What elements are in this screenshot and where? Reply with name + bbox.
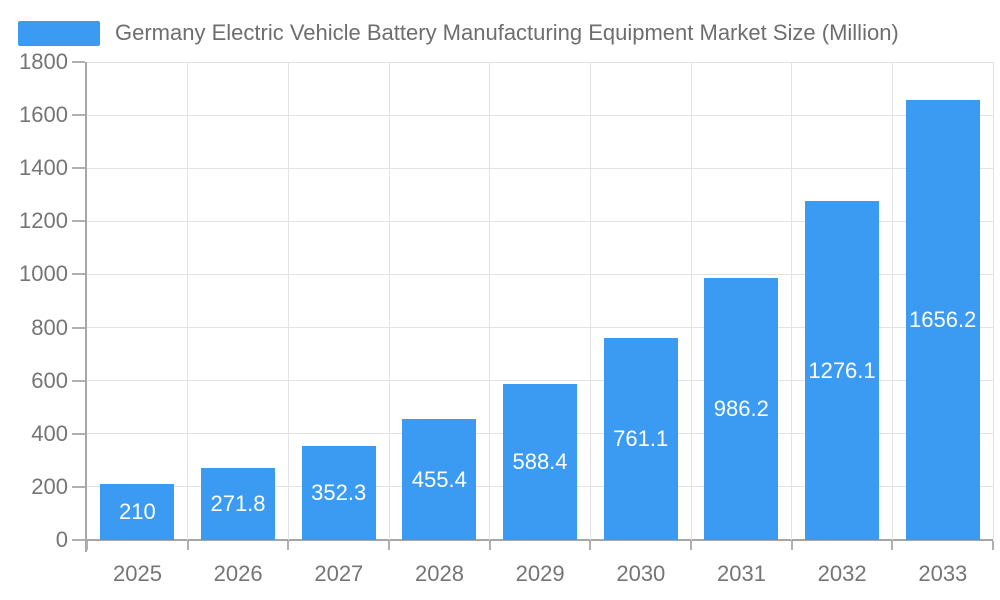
x-axis-tick-label: 2029 <box>515 561 565 586</box>
bar-value-label: 455.4 <box>411 466 467 492</box>
y-axis-tick <box>72 326 85 329</box>
bar-value-label: 986.2 <box>713 396 769 422</box>
x-axis-tick <box>488 541 491 550</box>
bar-value-label: 1276.1 <box>808 357 876 383</box>
y-axis-tick <box>72 220 85 223</box>
bar[interactable]: 588.4 <box>503 383 577 540</box>
x-axis-tick <box>992 541 994 550</box>
bar-value-label: 352.3 <box>311 480 367 506</box>
legend-swatch <box>18 20 100 46</box>
bar-value-label: 761.1 <box>613 425 669 451</box>
y-axis-tick-label: 600 <box>31 367 68 393</box>
y-axis-tick <box>72 114 85 117</box>
bar[interactable]: 210 <box>100 484 175 540</box>
y-axis-tick <box>72 539 85 541</box>
x-axis-line <box>85 539 993 541</box>
h-gridline <box>87 273 993 275</box>
x-axis-tick-label: 2033 <box>918 561 968 586</box>
y-axis-tick <box>72 379 85 382</box>
y-axis-tick <box>72 432 85 435</box>
x-axis-tick-label: 2026 <box>213 561 263 586</box>
x-axis-tick-label: 2027 <box>314 561 364 586</box>
x-axis-tick <box>388 541 390 550</box>
x-axis-tick-label: 2030 <box>616 561 666 586</box>
v-gridline <box>388 62 390 540</box>
bar-value-label: 271.8 <box>210 490 266 516</box>
y-axis-tick <box>72 273 85 276</box>
bar-value-label: 1656.2 <box>909 307 977 333</box>
h-gridline <box>87 114 993 116</box>
y-axis-tick-label: 400 <box>31 420 68 446</box>
x-axis-tick <box>186 541 189 550</box>
v-gridline <box>489 62 491 540</box>
y-axis-line <box>85 62 87 552</box>
h-gridline <box>87 220 993 222</box>
bar[interactable]: 271.8 <box>201 467 275 540</box>
v-gridline <box>287 62 289 540</box>
legend-label: Germany Electric Vehicle Battery Manufac… <box>115 20 899 45</box>
x-axis-tick <box>86 541 88 550</box>
legend-item[interactable]: Germany Electric Vehicle Battery Manufac… <box>18 20 899 46</box>
v-gridline <box>791 62 793 540</box>
y-axis-tick <box>72 167 85 170</box>
bar[interactable]: 352.3 <box>301 446 376 540</box>
bar[interactable]: 761.1 <box>603 337 678 540</box>
x-axis-tick-label: 2032 <box>817 561 867 586</box>
bar-value-label: 210 <box>118 499 156 525</box>
bar[interactable]: 1276.1 <box>805 201 879 540</box>
y-axis-tick-label: 1800 <box>19 49 68 74</box>
y-axis-tick-label: 1000 <box>19 261 68 287</box>
x-axis-tick-label: 2025 <box>113 561 162 586</box>
v-gridline <box>690 62 692 540</box>
h-gridline <box>87 167 993 169</box>
y-axis-tick-label: 1200 <box>19 208 68 234</box>
x-axis-tick-label: 2028 <box>415 561 464 586</box>
x-axis-tick <box>891 541 894 550</box>
y-axis-tick-label: 0 <box>55 527 68 552</box>
x-axis-tick <box>790 541 793 550</box>
y-axis-tick-label: 800 <box>31 314 68 340</box>
x-axis-tick-label: 2031 <box>717 561 766 586</box>
v-gridline <box>589 62 591 540</box>
y-axis-tick <box>72 485 85 488</box>
bar[interactable]: 1656.2 <box>905 100 980 540</box>
y-axis-tick-label: 1600 <box>19 102 68 128</box>
h-gridline <box>87 327 993 329</box>
plot-area: 210 271.8 352.3 455.4 588.4 761.1 986.2 1276.1 1… <box>87 61 994 540</box>
y-axis-tick <box>72 61 85 63</box>
y-axis-tick-label: 1400 <box>19 155 68 181</box>
v-gridline <box>891 62 893 540</box>
v-gridline <box>992 62 994 540</box>
bar-value-label: 588.4 <box>512 448 568 474</box>
x-axis-tick <box>589 541 592 550</box>
y-axis-tick-label: 200 <box>31 473 68 499</box>
v-gridline <box>187 62 189 540</box>
x-axis-tick <box>690 541 692 550</box>
bar[interactable]: 455.4 <box>402 419 477 540</box>
h-gridline <box>87 380 993 382</box>
bar[interactable]: 986.2 <box>704 278 779 540</box>
h-gridline <box>87 61 993 63</box>
x-axis-tick <box>287 541 290 550</box>
